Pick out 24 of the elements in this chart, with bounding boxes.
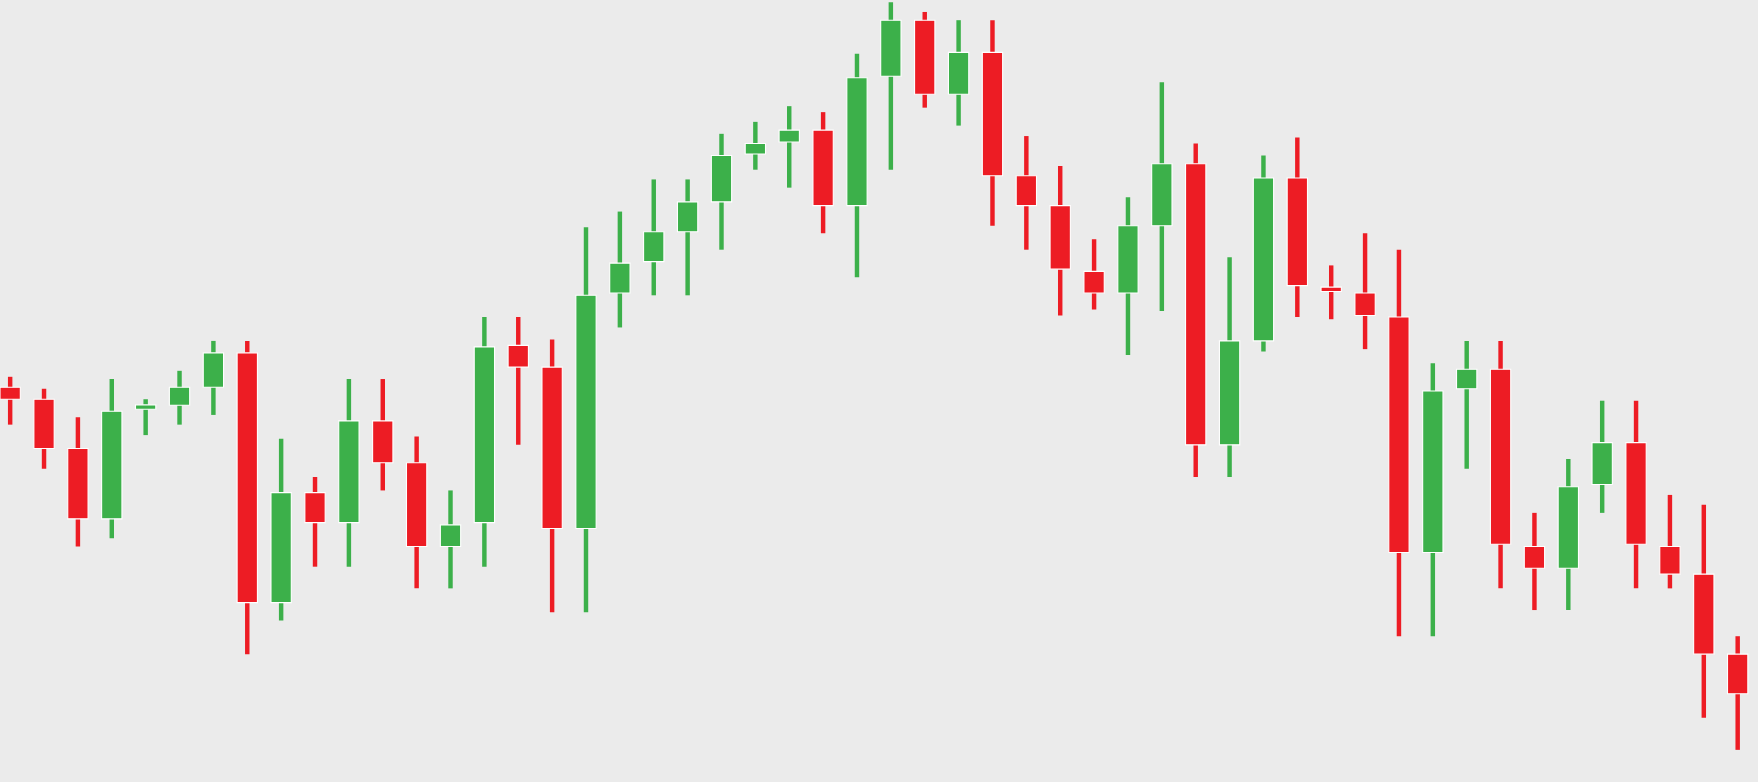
candlestick — [1015, 133, 1038, 252]
candlestick — [676, 177, 699, 298]
candlestick — [643, 177, 665, 298]
candlestick — [0, 374, 21, 427]
candlestick — [304, 474, 326, 569]
candlestick — [1659, 492, 1681, 591]
candlestick — [1354, 231, 1376, 352]
candlestick — [202, 338, 225, 418]
candlestick — [168, 368, 191, 427]
candlestick — [744, 119, 767, 172]
candlestick — [1591, 398, 1613, 516]
candlestick — [507, 314, 529, 448]
candlestick — [1320, 263, 1342, 322]
candlestick — [439, 488, 462, 591]
candlestick — [1523, 510, 1546, 613]
candlestick — [1455, 338, 1478, 471]
candlestick — [372, 376, 394, 493]
candlestick — [778, 103, 800, 190]
candlestick — [1083, 237, 1105, 312]
candlestick — [609, 209, 631, 330]
candlestick — [134, 397, 157, 438]
candlestick — [947, 17, 970, 128]
candlestick — [710, 131, 733, 252]
candlestick — [1726, 634, 1749, 753]
